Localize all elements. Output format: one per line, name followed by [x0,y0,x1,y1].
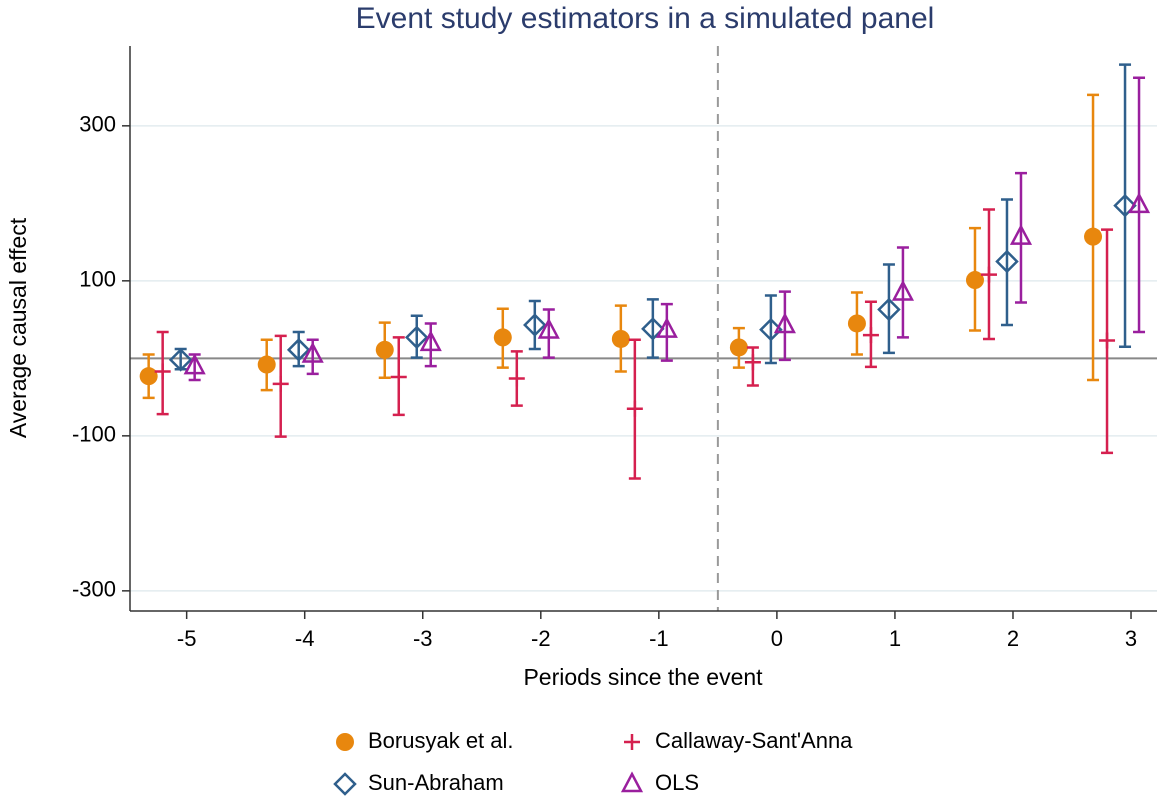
y-tick-label: -100 [72,422,116,447]
point [168,348,193,372]
legend-label: Callaway-Sant'Anna [655,728,853,753]
point [272,375,289,392]
point [655,316,678,338]
point [537,317,560,339]
point [257,355,276,374]
error-bar [1133,76,1146,334]
x-tick-label: -2 [531,626,551,651]
point [1084,227,1103,246]
point [773,312,796,334]
error-bar [528,299,541,351]
error-bar [542,308,555,359]
x-tick-label: -1 [649,626,669,651]
x-tick-label: -4 [295,626,315,651]
legend-label: Sun-Abraham [368,770,504,795]
legend-label: Borusyak et al. [368,728,514,753]
point [154,363,171,380]
point [744,354,761,371]
x-tick-label: -5 [177,626,197,651]
error-bar [778,290,791,362]
point [847,314,866,333]
point [965,271,984,290]
point [995,249,1019,274]
point [1009,223,1033,245]
point [626,400,643,417]
legend-marker [333,772,357,796]
x-tick-label: 0 [771,626,783,651]
point [862,327,879,344]
y-tick-label: 100 [79,267,116,292]
point [375,340,394,359]
error-bar [882,263,895,355]
legend-marker [624,734,640,750]
point [508,370,525,387]
x-tick-label: 2 [1007,626,1019,651]
point [183,353,206,375]
error-bar [1000,198,1013,327]
legend-marker [336,733,354,751]
point [301,341,324,363]
error-bar [1014,171,1027,304]
error-bar [660,302,673,362]
error-bar [646,298,659,359]
error-bar [424,322,437,368]
point [139,367,158,386]
point [523,313,547,337]
point [404,325,429,350]
legend-label: OLS [655,770,699,795]
point [390,368,407,385]
x-axis-title: Periods since the event [523,664,763,690]
point [286,338,311,362]
point [891,279,915,301]
error-bar [896,246,909,339]
point [641,317,665,341]
point [1113,193,1137,218]
point [980,266,997,283]
point [493,328,512,347]
x-tick-label: 3 [1125,626,1137,651]
x-tick-label: -3 [413,626,433,651]
point [1127,192,1151,214]
point [877,297,901,322]
point [419,330,442,352]
point [729,338,748,357]
point [1099,332,1116,349]
error-bar [410,314,423,359]
x-tick-label: 1 [889,626,901,651]
y-tick-label: 300 [79,112,116,137]
error-bar [1119,63,1132,348]
point [611,329,630,348]
chart-title: Event study estimators in a simulated pa… [356,2,935,35]
error-bar [764,294,777,365]
y-axis-title: Average causal effect [5,217,31,438]
y-tick-label: -300 [72,577,116,602]
legend-marker [620,771,644,793]
